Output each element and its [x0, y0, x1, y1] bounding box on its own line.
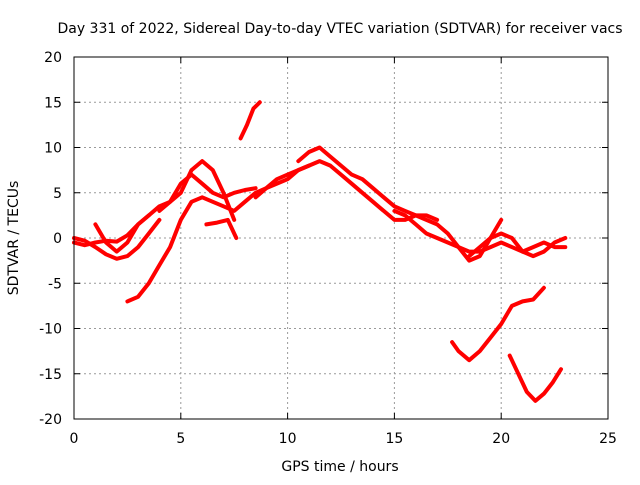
series-trace-13 [507, 353, 563, 403]
series-trace-9 [296, 145, 504, 263]
x-axis-title: GPS time / hours [281, 459, 398, 475]
x-tick-label: 10 [279, 431, 297, 447]
x-tick-label: 25 [599, 431, 617, 447]
series-trace-5 [157, 172, 258, 213]
tick-labels: 0 5 10 15 20 25 -20 -15 -10 -5 0 5 10 15 20 [39, 50, 617, 447]
y-tick-label: -20 [39, 412, 62, 428]
x-tick-label: 15 [385, 431, 403, 447]
y-tick-label: 0 [53, 231, 62, 247]
series-trace-6 [204, 217, 239, 240]
y-tick-label: 20 [44, 50, 62, 66]
y-tick-label: 10 [44, 141, 62, 157]
y-tick-label: -15 [39, 367, 62, 383]
series-trace-12 [450, 285, 546, 363]
y-tick-label: -10 [39, 322, 62, 338]
x-tick-label: 20 [492, 431, 510, 447]
plot-area-frame [73, 56, 609, 420]
series-trace-10 [392, 208, 568, 254]
chart-title: Day 331 of 2022, Sidereal Day-to-day VTE… [57, 21, 622, 37]
data-series [72, 100, 568, 403]
y-tick-label: 15 [44, 95, 62, 111]
y-tick-label: -5 [48, 276, 62, 292]
x-tick-label: 0 [70, 431, 79, 447]
x-tick-label: 5 [176, 431, 185, 447]
y-axis-title: SDTVAR / TECUs [6, 181, 22, 296]
series-trace-11 [467, 231, 568, 259]
y-tick-label: 5 [53, 186, 62, 202]
series-trace-4 [125, 163, 311, 304]
series-trace-7 [238, 100, 262, 141]
